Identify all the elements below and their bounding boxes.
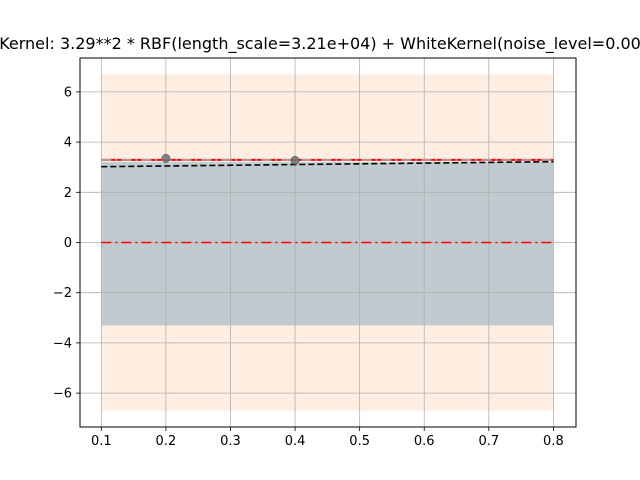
x-tick-label: 0.2 [156,434,177,449]
training-points [161,153,300,165]
x-tick-label: 0.7 [478,434,499,449]
x-tick-label: 0.6 [414,434,435,449]
y-axis-ticks: −6 −4 −2 0 2 4 6 [53,85,80,402]
y-tick-label: −2 [53,286,72,301]
y-tick-label: 0 [64,236,72,251]
data-point [161,153,171,163]
x-tick-label: 0.4 [285,434,306,449]
data-point [290,155,300,165]
x-axis-ticks: 0.1 0.2 0.3 0.4 0.5 0.6 0.7 0.8 [91,427,564,449]
confidence-band-1 [101,162,554,326]
y-tick-label: 2 [64,186,72,201]
chart-title: Kernel: 3.29**2 * RBF(length_scale=3.21e… [0,34,640,54]
y-tick-label: −6 [53,387,72,402]
series-line-2 [101,160,554,168]
y-tick-label: 6 [64,85,72,100]
x-tick-label: 0.5 [349,434,370,449]
x-tick-label: 0.8 [543,434,564,449]
x-tick-label: 0.1 [91,434,112,449]
x-tick-label: 0.3 [220,434,241,449]
series-lines [101,158,554,244]
y-tick-label: 4 [64,136,72,151]
y-tick-label: −4 [53,336,72,351]
